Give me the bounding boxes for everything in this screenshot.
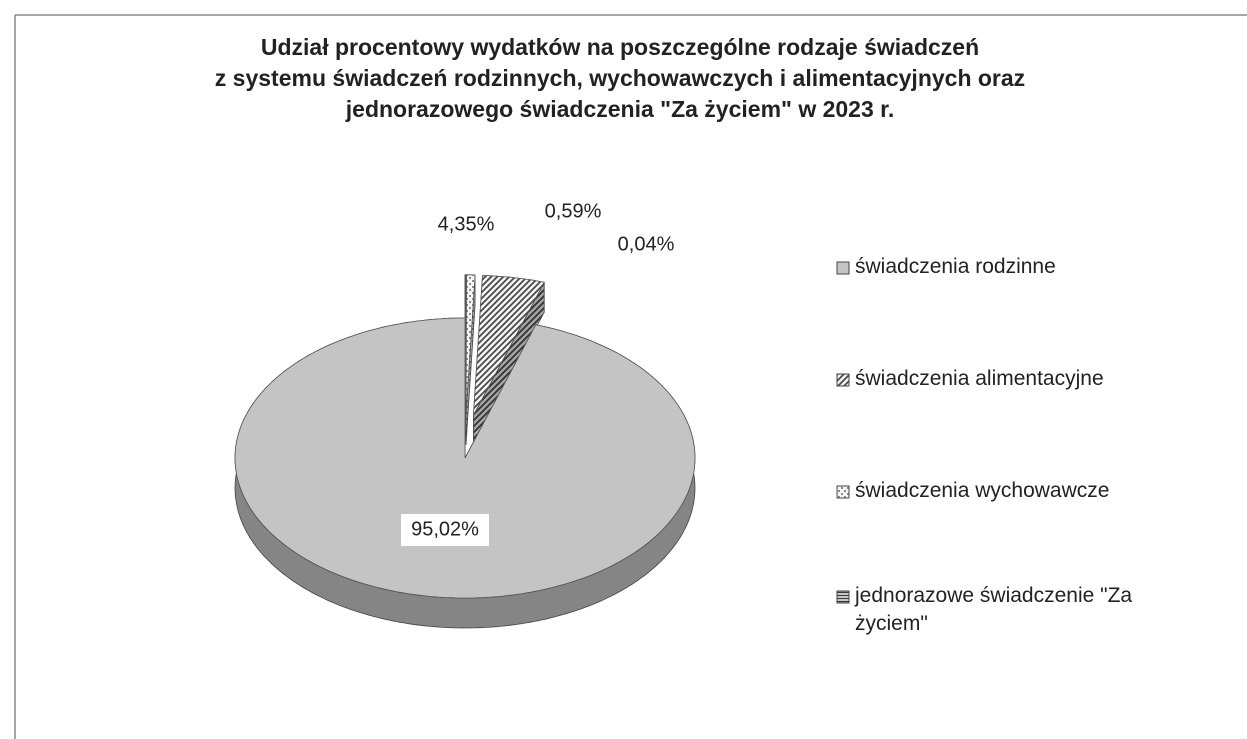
legend-label: świadczenia alimentacyjne: [855, 367, 1104, 390]
slice: [234, 317, 696, 599]
data-label: 0,59%: [545, 200, 602, 222]
title-line: Udział procentowy wydatków na poszczegól…: [260, 34, 980, 60]
data-label: 0,04%: [618, 233, 675, 255]
slice-shade: [466, 274, 476, 445]
legend-label: jednorazowe świadczenie "Za życiem": [855, 584, 1133, 635]
legend-swatch: [836, 485, 850, 499]
data-label: 4,35%: [438, 213, 495, 235]
label-bg: [401, 514, 489, 546]
legend-swatch: [836, 373, 850, 387]
legend-swatch: [836, 590, 850, 604]
slice-shade: [473, 282, 545, 446]
chart-title: Udział procentowy wydatków na poszczegól…: [120, 32, 1120, 125]
legend-swatch: [836, 261, 850, 275]
slice: [473, 275, 545, 416]
legend-label: świadczenia rodzinne: [855, 255, 1056, 278]
slice: [465, 274, 476, 415]
title-line: z systemu świadczeń rodzinnych, wychowaw…: [214, 65, 1026, 91]
title-line: jednorazowego świadczenia "Za życiem" w …: [345, 96, 895, 122]
legend-label: świadczenia wychowawcze: [855, 479, 1110, 502]
data-label: 95,02%: [411, 518, 479, 540]
